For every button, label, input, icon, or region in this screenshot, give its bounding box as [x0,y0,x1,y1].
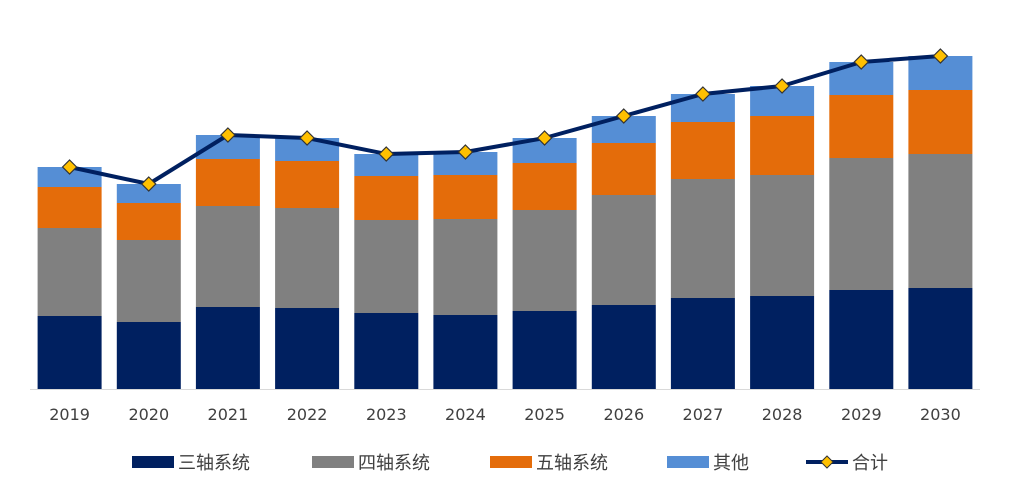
x-tick-label-2025: 2025 [524,405,565,424]
x-tick-label-2020: 2020 [128,405,169,424]
line-point-2025 [536,130,553,146]
line-point-2020 [140,176,157,192]
bar-2027-series-2 [670,122,735,179]
legend-label-0: 三轴系统 [178,453,250,474]
bar-2022-series-0 [275,308,340,389]
bar-2019-series-2 [37,187,102,228]
bar-2023-series-1 [354,220,419,313]
bar-2024-series-1 [433,219,498,315]
bar-2026-series-1 [591,195,656,305]
bar-2030-series-2 [908,90,973,154]
bar-2020-series-2 [116,203,181,240]
legend-label-1: 四轴系统 [358,453,430,474]
bar-2024-series-2 [433,175,498,219]
bar-2025-series-2 [512,163,577,210]
bar-2028-series-2 [750,116,815,175]
x-tick-label-2022: 2022 [287,405,328,424]
bar-2025-series-0 [512,311,577,389]
line-point-2023 [378,146,395,162]
legend-label-4: 合计 [852,453,888,474]
bar-2020-series-3 [116,184,181,203]
bar-marks [37,56,973,389]
x-tick-label-2019: 2019 [49,405,90,424]
x-tick-label-2024: 2024 [445,405,486,424]
legend: 三轴系统 四轴系统 五轴系统 其他 合计 [132,453,888,474]
x-tick-label-2027: 2027 [683,405,724,424]
line-point-2028 [774,78,790,94]
legend-swatch-0 [132,456,174,468]
bar-2027-series-1 [670,179,735,298]
bar-2026-series-0 [591,305,656,389]
bar-2023-series-2 [354,176,419,220]
bar-2022-series-2 [275,161,340,208]
line-point-2024 [457,144,474,160]
bar-2020-series-0 [116,322,181,389]
total-line [61,48,949,192]
x-axis: 2019 2020 2021 2022 2023 2024 2025 2026 2027 2028… [30,389,980,424]
bar-2023-series-3 [354,154,419,176]
x-tick-label-2023: 2023 [366,405,407,424]
bar-2021-series-2 [195,159,260,206]
bar-2030-series-0 [908,288,973,389]
x-tick-label-2021: 2021 [208,405,249,424]
bar-2021-series-0 [195,307,260,389]
legend-swatch-1 [312,456,354,468]
line-point-2030 [932,48,949,64]
legend-label-3: 其他 [713,453,749,474]
bar-2025-series-1 [512,210,577,311]
bar-2020-series-1 [116,240,181,322]
legend-swatch-3 [667,456,709,468]
bar-2021-series-1 [195,206,260,307]
bar-2024-series-3 [433,152,498,175]
line-point-2029 [853,54,870,70]
bar-2027-series-0 [670,298,735,389]
bar-2026-series-2 [591,143,656,195]
bar-2029-series-2 [829,95,894,158]
legend-label-2: 五轴系统 [536,453,608,474]
line-point-2021 [220,127,236,143]
line-point-2027 [695,86,711,102]
bar-2029-series-1 [829,158,894,290]
bar-2022-series-1 [275,208,340,308]
x-tick-label-2029: 2029 [841,405,882,424]
bar-2019-series-0 [37,316,102,389]
bar-2019-series-1 [37,228,102,316]
x-tick-label-2026: 2026 [603,405,644,424]
legend-swatch-2 [490,456,532,468]
bar-2022-series-3 [275,138,340,161]
bar-2030-series-1 [908,154,973,288]
bar-2028-series-1 [750,175,815,296]
line-point-2026 [615,108,632,124]
legend-marker [820,455,834,469]
bar-2023-series-0 [354,313,419,389]
x-tick-label-2030: 2030 [920,405,961,424]
line-point-2022 [299,130,315,146]
bar-2029-series-0 [829,290,894,389]
line-point-2019 [61,159,78,175]
bar-2028-series-0 [750,296,815,389]
x-tick-label-2028: 2028 [762,405,803,424]
bar-2024-series-0 [433,315,498,389]
line-series-0 [69,54,941,186]
